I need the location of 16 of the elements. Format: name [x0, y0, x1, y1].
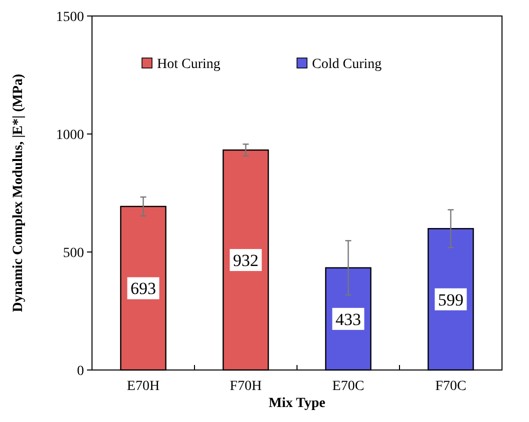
data-label: 433 — [336, 310, 361, 329]
x-tick-label: E70H — [126, 379, 160, 394]
x-tick-label: F70C — [435, 379, 466, 394]
x-tick-label: E70C — [332, 379, 364, 394]
data-label: 599 — [438, 290, 464, 310]
legend-label: Hot Curing — [157, 57, 220, 72]
y-tick-label: 1000 — [56, 128, 84, 143]
data-label: 693 — [130, 279, 156, 298]
y-tick-label: 0 — [77, 364, 84, 379]
data-label: 932 — [233, 251, 258, 270]
y-tick-label: 1500 — [56, 10, 84, 25]
y-tick-label: 500 — [63, 246, 84, 261]
x-axis-title: Mix Type — [268, 396, 326, 411]
y-axis-title: Dynamic Complex Modulus, |E*| (MPa) — [11, 74, 26, 312]
legend-label: Cold Curing — [312, 57, 382, 72]
x-tick-label: F70H — [230, 379, 262, 394]
